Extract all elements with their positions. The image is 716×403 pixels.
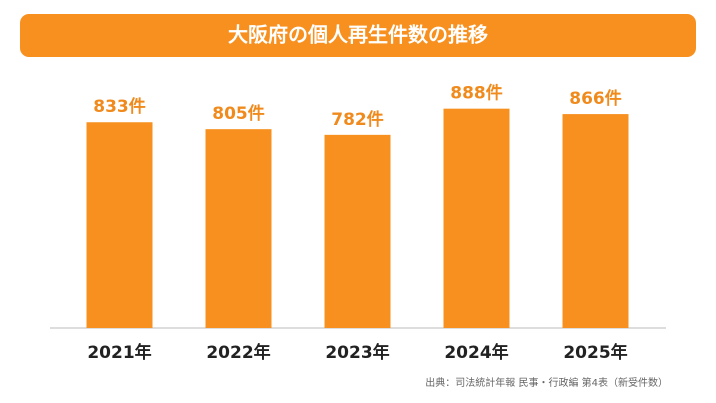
bar [86,122,153,329]
value-label: 888件 [450,83,503,104]
x-tick-label: 2021年 [87,342,151,363]
x-tick-label: 2022年 [206,342,270,363]
bar [324,134,391,328]
bar [205,129,272,328]
chart-title: 大阪府の個人再生件数の推移 [228,23,488,47]
value-label: 782件 [331,109,384,130]
value-label: 833件 [93,96,146,117]
x-tick-label: 2025年 [563,342,627,363]
value-label: 805件 [212,103,265,124]
value-label: 866件 [569,88,622,109]
bar [562,114,629,329]
x-tick-label: 2024年 [444,342,508,363]
source-note: 出典：司法統計年報 民事・行政編 第4表（新受件数） [425,376,668,389]
bar [443,108,510,328]
title-banner [20,14,696,57]
x-tick-label: 2023年 [325,342,389,363]
